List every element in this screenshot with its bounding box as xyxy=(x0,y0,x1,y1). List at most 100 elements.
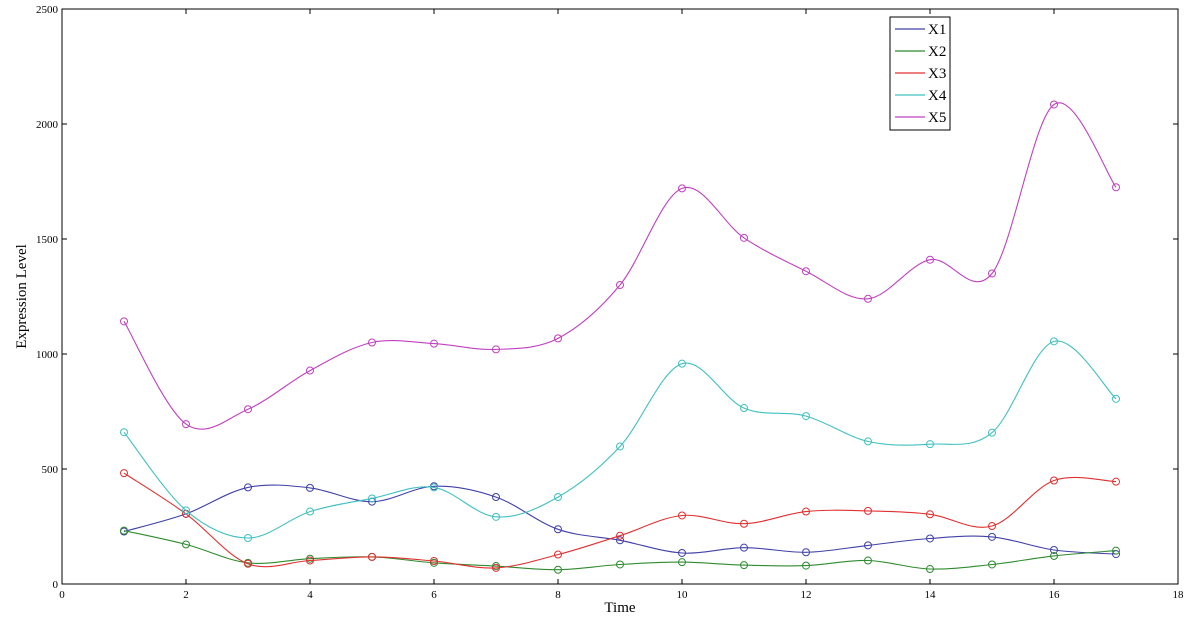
data-point xyxy=(120,526,128,535)
data-point xyxy=(678,359,686,368)
data-point xyxy=(120,469,128,478)
legend-label: X1 xyxy=(928,22,946,38)
legend-label: X3 xyxy=(928,66,946,82)
data-point xyxy=(802,548,810,557)
x-tick-label: 8 xyxy=(555,589,561,601)
data-point xyxy=(554,334,562,343)
data-point xyxy=(616,560,624,569)
x-axis-label: Time xyxy=(604,600,635,616)
data-point xyxy=(988,560,996,569)
x-tick-label: 2 xyxy=(183,589,189,601)
data-point xyxy=(864,437,872,446)
x-axis: 0 2 4 6 8 10 12 14 16 18 xyxy=(59,9,1184,601)
data-point xyxy=(864,556,872,565)
legend-item: X1 xyxy=(895,22,946,38)
legend-item: X4 xyxy=(895,88,947,104)
data-point xyxy=(120,428,128,437)
data-point xyxy=(678,548,686,557)
data-point xyxy=(492,493,500,502)
data-point xyxy=(492,512,500,521)
data-point xyxy=(616,531,624,540)
y-tick-label: 1500 xyxy=(36,234,59,246)
legend: X1 X2 X3 X4 X5 xyxy=(889,16,951,131)
series-x1 xyxy=(120,482,1120,559)
data-point xyxy=(740,519,748,528)
data-point xyxy=(182,540,190,549)
x-tick-label: 14 xyxy=(925,589,937,601)
y-tick-label: 1000 xyxy=(36,349,59,361)
data-point xyxy=(678,558,686,567)
series-line xyxy=(123,530,1117,571)
data-point xyxy=(802,561,810,570)
legend-label: X2 xyxy=(928,44,946,60)
y-tick-label: 500 xyxy=(42,464,59,476)
data-point xyxy=(926,534,934,543)
data-point xyxy=(182,506,190,515)
legend-item: X3 xyxy=(895,66,946,82)
data-point xyxy=(926,255,934,264)
data-point xyxy=(1112,394,1120,403)
data-point xyxy=(678,511,686,520)
y-tick-label: 0 xyxy=(53,579,59,591)
series-group xyxy=(120,100,1120,574)
data-point xyxy=(306,483,314,492)
data-point xyxy=(740,404,748,413)
x-tick-label: 16 xyxy=(1049,589,1061,601)
series-line xyxy=(123,340,1117,539)
data-point xyxy=(492,563,500,572)
data-point xyxy=(430,557,438,565)
data-point xyxy=(802,267,810,276)
x-tick-label: 4 xyxy=(307,589,313,601)
data-point xyxy=(306,556,314,565)
data-point xyxy=(740,561,748,570)
y-axis-label: Expression Level xyxy=(14,244,30,349)
data-point xyxy=(1050,545,1058,554)
data-point xyxy=(1112,477,1120,486)
data-point xyxy=(430,339,438,348)
x-tick-label: 18 xyxy=(1173,589,1185,601)
data-point xyxy=(182,420,190,429)
plot-frame xyxy=(61,8,1179,585)
data-point xyxy=(616,442,624,451)
data-point xyxy=(368,494,376,503)
data-point xyxy=(492,345,500,354)
data-point xyxy=(864,541,872,550)
data-point xyxy=(678,184,686,193)
legend-label: X4 xyxy=(928,88,947,104)
y-tick-label: 2000 xyxy=(36,119,59,131)
data-point xyxy=(1112,183,1120,192)
series-x4 xyxy=(120,337,1120,542)
data-point xyxy=(554,565,562,574)
data-point xyxy=(802,507,810,516)
data-point xyxy=(802,412,810,421)
data-point xyxy=(988,269,996,278)
data-point xyxy=(306,366,314,375)
series-x5 xyxy=(120,100,1120,430)
x-tick-label: 12 xyxy=(801,589,812,601)
series-line xyxy=(123,472,1117,569)
x-tick-label: 6 xyxy=(431,589,437,601)
data-point xyxy=(120,317,128,326)
data-point xyxy=(430,483,438,492)
data-point xyxy=(740,543,748,552)
data-point xyxy=(988,522,996,531)
data-point xyxy=(1050,337,1058,346)
data-point xyxy=(988,532,996,541)
data-point xyxy=(616,281,624,289)
y-axis: 0 500 1000 1500 2000 2500 xyxy=(36,4,1178,591)
data-point xyxy=(1112,546,1120,555)
data-point xyxy=(554,493,562,502)
data-point xyxy=(988,428,996,437)
data-point xyxy=(244,405,252,414)
plot-area xyxy=(61,8,1179,585)
data-point xyxy=(1050,100,1058,109)
x-tick-label: 10 xyxy=(677,589,689,601)
data-point xyxy=(244,559,252,568)
data-point xyxy=(864,506,872,515)
x-tick-label: 0 xyxy=(59,589,65,601)
data-point xyxy=(1050,551,1058,560)
legend-label: X5 xyxy=(928,110,946,126)
data-point xyxy=(926,565,934,574)
data-point xyxy=(368,338,376,347)
